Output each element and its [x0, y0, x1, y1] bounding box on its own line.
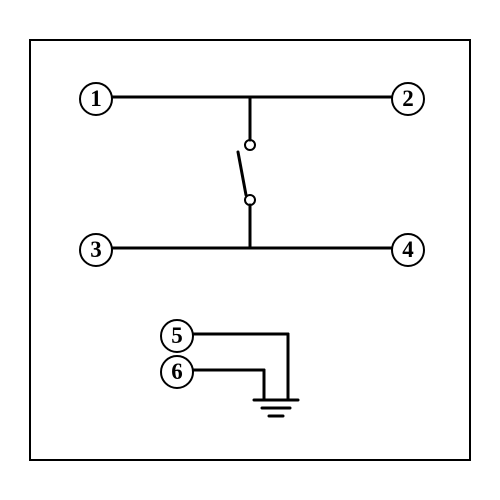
terminal-2: 3 — [79, 233, 113, 267]
terminal-1: 1 — [79, 82, 113, 116]
terminal-4: 4 — [391, 233, 425, 267]
terminal-3: 2 — [391, 82, 425, 116]
terminal-6: 6 — [160, 355, 194, 389]
schematic-canvas — [0, 0, 500, 500]
switch-lever — [238, 152, 246, 195]
terminal-5: 5 — [160, 319, 194, 353]
